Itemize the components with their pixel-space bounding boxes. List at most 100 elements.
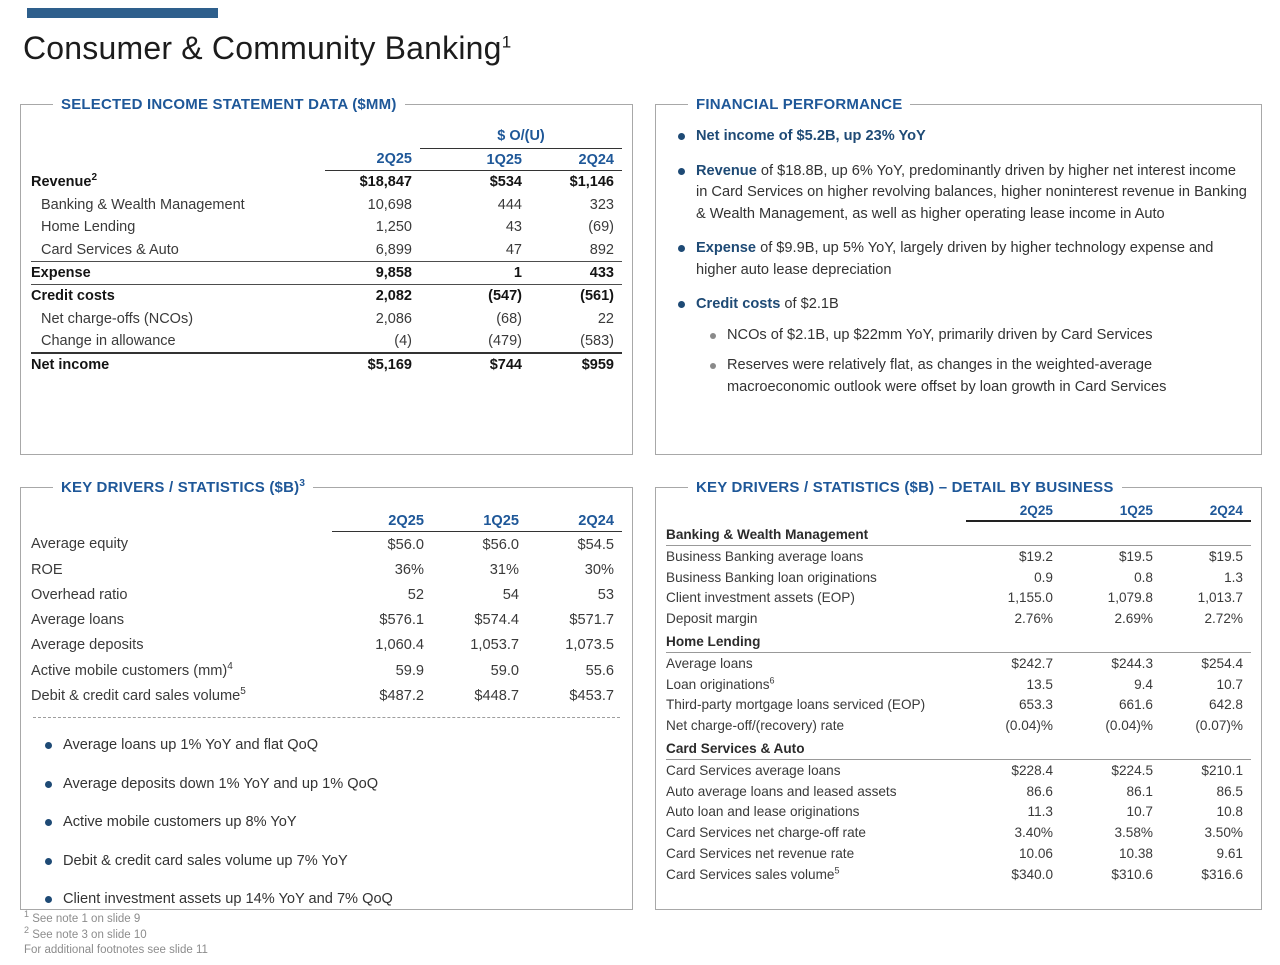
cell-value: 11.3 [1027,804,1053,820]
row-label: Change in allowance [41,333,176,349]
cell-value: 1,079.8 [1107,590,1153,606]
cell-value: 2,086 [375,310,412,327]
footnote-superscript: 2 [24,924,30,935]
row-label: Client investment assets (EOP) [666,590,855,606]
list-item: Expense of $9.9B, up 5% YoY, largely dri… [678,238,1251,281]
bullet-icon [678,167,685,175]
cell-value: 86.5 [1216,783,1243,799]
table-row-average-loans: Average loans $576.1 $574.4 $571.7 [31,608,622,633]
over-under-label: $ O/(U) [420,125,622,150]
cell-value: (561) [580,288,614,305]
footnote-text: For additional footnotes see slide 11 [24,944,208,956]
bullet-icon [45,780,52,788]
table-row: Card Services average loans $228.4 $224.… [666,759,1251,780]
financial-performance-heading: FINANCIAL PERFORMANCE [696,96,903,113]
row-label-superscript: 6 [769,675,775,686]
quarter-header-row: 2Q25 1Q25 2Q24 [31,510,622,532]
bullet-icon [710,363,716,369]
table-row-average-deposits: Average deposits 1,060.4 1,053.7 1,073.5 [31,633,622,658]
bullet-text: Client investment assets up 14% YoY and … [63,891,393,908]
row-label: Average equity [31,536,129,553]
table-row: Deposit margin 2.76% 2.69% 2.72% [666,608,1251,629]
footnote-text: See note 1 on slide 9 [32,913,141,925]
cell-value: (0.04)% [1005,718,1053,734]
key-drivers-heading: KEY DRIVERS / STATISTICS ($B)3 [53,478,313,497]
cell-value: (547) [488,288,522,305]
cell-value: 43 [505,219,522,236]
table-row: Card Services net revenue rate 10.06 10.… [666,843,1251,864]
drivers-bullet-list: Average loans up 1% YoY and flat QoQ Ave… [33,735,622,911]
bullet-text: Reserves were relatively flat, as change… [727,357,1167,395]
cell-value: 54 [502,586,519,603]
cell-value: (69) [588,219,614,236]
table-row-card-sales-volume: Debit & credit card sales volume5 $487.2… [31,683,622,708]
cell-value: $19.5 [1208,548,1243,564]
list-item: Reserves were relatively flat, as change… [710,355,1251,398]
cell-value: (0.07)% [1195,718,1243,734]
table-row-expense: Expense 9,858 1 433 [31,261,622,286]
bullet-text: Average loans up 1% YoY and flat QoQ [63,737,319,754]
quarter-header: 1Q25 [1061,500,1161,522]
page-title-text: Consumer & Community Banking [23,30,502,66]
cell-value: 1,250 [375,219,412,236]
cell-value: 13.5 [1026,676,1053,692]
bullet-lead-text: Net income of $5.2B, up 23% YoY [696,128,926,144]
cell-value: $453.7 [569,687,614,704]
cell-value: $487.2 [379,687,424,704]
table-row: Average loans $242.7 $244.3 $254.4 [666,652,1251,673]
row-label: Average loans [31,612,125,629]
cell-value: 6,899 [325,238,420,262]
list-item: Average loans up 1% YoY and flat QoQ [45,735,622,757]
quarter-header: 2Q24 [527,510,622,532]
cell-value: $5,169 [367,357,412,374]
cell-value: 661.6 [1118,697,1153,713]
row-label: Net charge-offs (NCOs) [41,310,194,327]
quarter-header: 1Q25 [420,148,530,172]
row-label: Banking & Wealth Management [41,196,245,213]
cell-value: 1.3 [1224,569,1243,585]
cell-value: $228.4 [1011,762,1053,778]
row-label: Card Services net revenue rate [666,845,855,861]
cell-value: 1 [420,261,530,286]
table-row: Business Banking average loans $19.2 $19… [666,545,1251,566]
income-statement-table: $ O/(U) 2Q25 1Q25 2Q24 Revenue2 $18,847 … [31,125,622,377]
cell-value: $959 [581,357,614,374]
row-label: Revenue [31,174,92,191]
heading-text: KEY DRIVERS / STATISTICS ($B) [61,479,300,496]
bullet-text: NCOs of $2.1B, up $22mm YoY, primarily d… [727,326,1153,343]
row-label: Card Services net charge-off rate [666,825,866,841]
row-label: Net charge-off/(recovery) rate [666,718,845,734]
table-row: Third-party mortgage loans serviced (EOP… [666,694,1251,715]
cell-value: 55.6 [585,662,614,679]
cell-value: $1,146 [569,174,614,191]
bullet-icon [710,332,716,339]
row-label: ROE [31,561,63,578]
row-label: Business Banking loan originations [666,569,877,585]
cell-value: (68) [496,310,522,327]
bullet-icon [45,819,52,827]
list-item: NCOs of $2.1B, up $22mm YoY, primarily d… [710,325,1251,347]
table-row: Auto average loans and leased assets 86.… [666,781,1251,802]
cell-value: $571.7 [569,612,614,629]
section-title: Banking & Wealth Management [666,521,1251,546]
heading-superscript: 3 [299,478,306,489]
quarter-header: 2Q24 [530,148,622,172]
row-label-superscript: 4 [227,660,233,672]
row-label: Auto average loans and leased assets [666,783,897,799]
financial-performance-panel: FINANCIAL PERFORMANCE Net income of $5.2… [655,96,1262,455]
section-header-banking-wealth: Banking & Wealth Management [666,521,1251,546]
row-label-superscript: 5 [240,685,246,697]
cell-value: 10.8 [1216,804,1243,820]
bullet-lead-text: Credit costs [696,296,781,312]
key-drivers-table: 2Q25 1Q25 2Q24 Average equity $56.0 $56.… [31,510,622,708]
row-label: Card Services & Auto [41,241,179,258]
row-label: Debit & credit card sales volume [31,687,241,704]
quarter-header: 2Q25 [966,500,1061,522]
bullet-text: of $18.8B, up 6% YoY, predominantly driv… [696,162,1247,222]
over-under-header-row: $ O/(U) [31,125,622,150]
table-row-home-lending: Home Lending 1,250 43 (69) [31,216,622,238]
cell-value: $316.6 [1201,866,1243,882]
key-drivers-panel: KEY DRIVERS / STATISTICS ($B)3 2Q25 1Q25… [20,479,633,910]
cell-value: 52 [407,586,424,603]
